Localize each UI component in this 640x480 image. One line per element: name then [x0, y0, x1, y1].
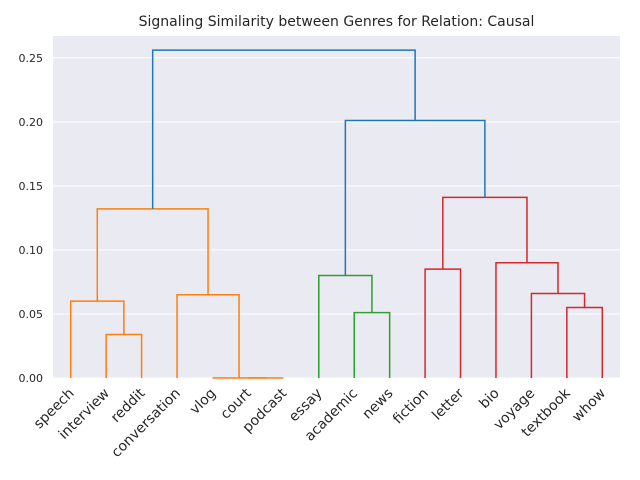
chart-title: Signaling Similarity between Genres for …	[139, 14, 535, 30]
leaf-label: whow	[569, 386, 609, 426]
y-tick-label: 0.00	[19, 372, 44, 385]
grid-lines	[53, 57, 620, 379]
y-tick-label: 0.20	[19, 116, 44, 129]
y-tick-label: 0.15	[19, 180, 44, 193]
leaf-label: fiction	[390, 386, 432, 428]
y-tick-label: 0.25	[19, 52, 44, 65]
leaf-label: letter	[429, 385, 467, 423]
y-tick-label: 0.10	[19, 244, 44, 257]
dendrogram-link	[151, 49, 416, 209]
y-axis-ticks: 0.00 0.05 0.10 0.15 0.20 0.25	[19, 52, 44, 385]
dendrogram-links	[69, 49, 604, 379]
leaf-label: vlog	[187, 386, 219, 418]
plot-background	[53, 36, 620, 378]
leaf-label: bio	[476, 386, 502, 412]
y-tick-label: 0.05	[19, 308, 44, 321]
